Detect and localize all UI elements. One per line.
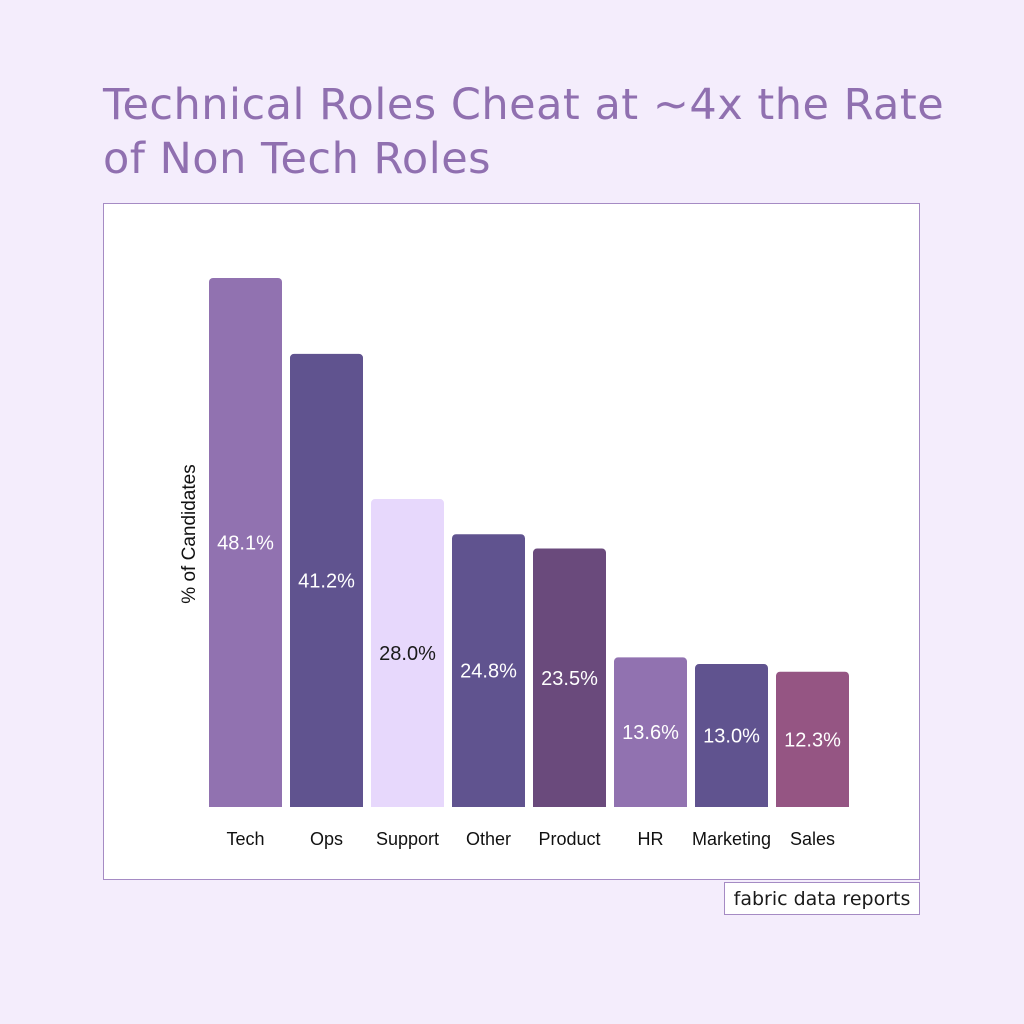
bar-base-hr bbox=[614, 801, 687, 807]
x-tick-label: HR bbox=[638, 829, 664, 849]
bar-ops bbox=[290, 353, 363, 807]
bar-tech bbox=[209, 278, 282, 807]
data-label: 24.8% bbox=[460, 661, 517, 683]
bar-base-marketing bbox=[695, 801, 768, 807]
bar-other bbox=[452, 534, 525, 807]
x-tick-label: Product bbox=[538, 829, 600, 849]
bar-base-tech bbox=[209, 801, 282, 807]
bar-base-ops bbox=[290, 801, 363, 807]
data-label: 23.5% bbox=[541, 668, 598, 690]
bar-sales bbox=[776, 671, 849, 807]
bar-hr bbox=[614, 657, 687, 807]
data-label: 13.6% bbox=[622, 722, 679, 744]
data-label: 13.0% bbox=[703, 726, 760, 748]
chart-title: Technical Roles Cheat at ~4x the Rate of… bbox=[103, 80, 945, 184]
bar-base-support bbox=[371, 801, 444, 807]
data-label: 28.0% bbox=[379, 643, 436, 665]
bar-support bbox=[371, 499, 444, 807]
bar-base-sales bbox=[776, 801, 849, 807]
footer-badge: fabric data reports bbox=[724, 882, 920, 915]
x-tick-label: Ops bbox=[310, 829, 343, 849]
x-tick-label: Marketing bbox=[692, 829, 771, 849]
bar-base-product bbox=[533, 801, 606, 807]
data-label: 12.3% bbox=[784, 729, 841, 751]
x-tick-label: Other bbox=[466, 829, 511, 849]
chart-frame: % of Candidates 48.1% Tech 41.2% Ops 28.0% Su… bbox=[103, 203, 920, 880]
data-label: 41.2% bbox=[298, 570, 355, 592]
bar-marketing bbox=[695, 664, 768, 807]
data-label: 48.1% bbox=[217, 533, 274, 555]
bar-base-other bbox=[452, 801, 525, 807]
x-tick-label: Sales bbox=[790, 829, 835, 849]
bar-chart: % of Candidates 48.1% Tech 41.2% Ops 28.0% Su… bbox=[179, 278, 849, 849]
x-tick-label: Tech bbox=[226, 829, 264, 849]
x-tick-label: Support bbox=[376, 829, 439, 849]
bar-product bbox=[533, 548, 606, 807]
y-axis-label: % of Candidates bbox=[179, 464, 200, 603]
